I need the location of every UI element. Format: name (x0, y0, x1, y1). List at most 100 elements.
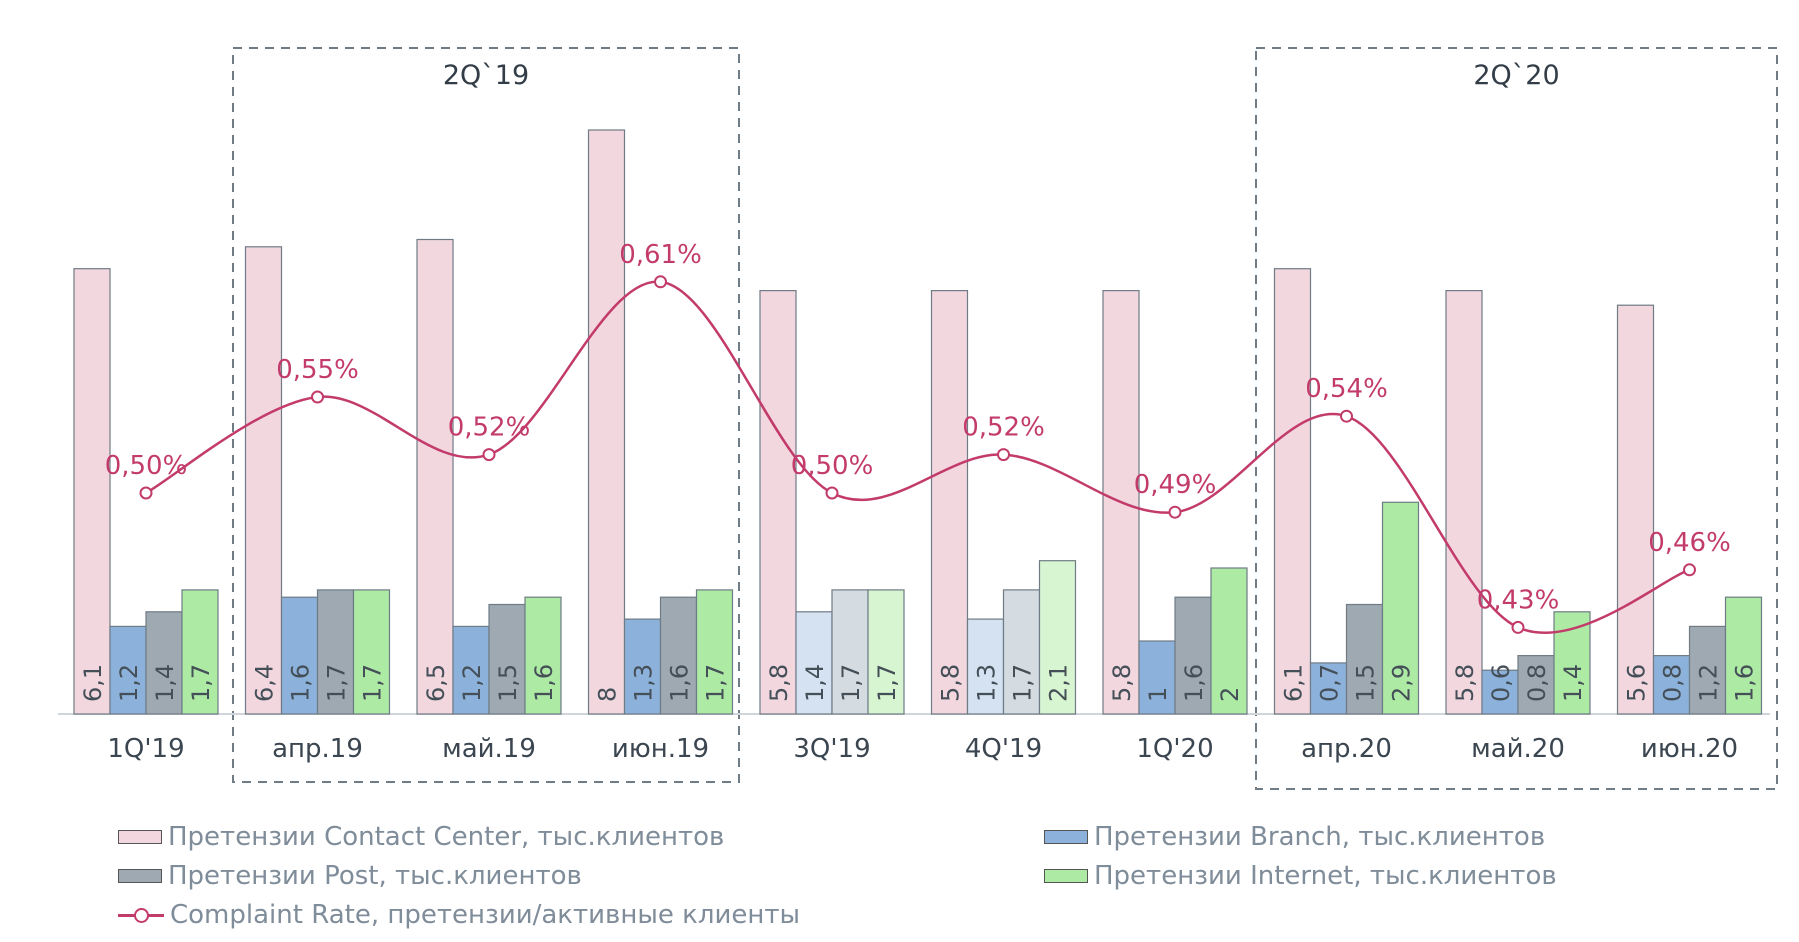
bar-label-июн-20-s1: 0,8 (1659, 664, 1687, 702)
bar-value-labels: 6,1 1,2 1,4 1,7 6,4 1,6 1,7 1,7 6,5 1,2 1,5 1,6 8 1,3… (79, 664, 1759, 702)
bar-1q-20-s2 (1174, 596, 1212, 715)
rate-label-1q-19: 0,50% (105, 451, 188, 481)
rate-label-апр-19: 0,55% (276, 355, 359, 385)
bar-1q-19-s1 (109, 625, 147, 715)
bar-май-20-s1 (1481, 669, 1519, 715)
rate-point-3q-19 (825, 486, 839, 500)
bar-4q-19-s3 (1038, 560, 1077, 715)
bar-3q-19-s0 (759, 290, 797, 715)
bar-label-апр-20-s0: 6,1 (1280, 664, 1308, 702)
legend-item-contact-center: Претензии Contact Center, тыс.клиентов (118, 822, 724, 852)
legend-swatch-internet (1044, 869, 1088, 883)
x-tick-июн-19: июн.19 (612, 734, 709, 764)
rate-point-1q-19 (139, 486, 153, 500)
group-frame-1 (1255, 47, 1778, 790)
bar-июн-20-s2 (1688, 625, 1727, 715)
x-tick-май-20: май.20 (1471, 734, 1565, 764)
bar-label-3q-19-s3: 1,7 (873, 664, 901, 702)
bar-label-4q-19-s0: 5,8 (937, 664, 965, 702)
legend-swatch-contact-center (118, 830, 162, 844)
bar-label-апр-19-s3: 1,7 (359, 664, 387, 702)
bar-апр-19-s0 (244, 246, 283, 715)
bar-label-май-20-s0: 5,8 (1451, 664, 1479, 702)
group-frames: 2Q`19 2Q`20 (232, 47, 1778, 790)
bar-label-апр-20-s1: 0,7 (1316, 664, 1344, 702)
bar-1q-20-s1 (1138, 640, 1176, 715)
complaint-rate-path (145, 280, 1690, 634)
rate-label-4q-19: 0,52% (962, 413, 1045, 443)
bar-label-июн-19-s3: 1,7 (702, 664, 730, 702)
bar-label-3q-19-s1: 1,4 (801, 664, 829, 702)
rate-point-май-19 (482, 448, 496, 462)
x-tick-1q-19: 1Q'19 (107, 734, 184, 764)
rate-label-май-20: 0,43% (1477, 585, 1560, 615)
bar-label-1q-20-s0: 5,8 (1108, 664, 1136, 702)
bar-label-1q-20-s3: 2 (1216, 687, 1244, 702)
x-tick-май-19: май.19 (442, 734, 536, 764)
bar-label-май-20-s2: 0,8 (1523, 664, 1551, 702)
bar-label-1q-19-s2: 1,4 (151, 664, 179, 702)
rate-label-май-19: 0,52% (448, 413, 531, 443)
bar-label-3q-19-s0: 5,8 (765, 664, 793, 702)
bar-4q-19-s1 (966, 618, 1005, 715)
legend-swatch-post (118, 869, 162, 883)
bar-label-май-19-s1: 1,2 (458, 664, 486, 702)
bar-1q-19-s3 (181, 589, 219, 715)
rate-point-июн-19 (654, 275, 667, 289)
group-title-0: 2Q`19 (443, 60, 529, 91)
bar-май-19-s1 (452, 625, 490, 715)
bar-label-1q-19-s0: 6,1 (79, 664, 107, 702)
legend-item-complaint-rate: Complaint Rate, претензии/активные клиен… (118, 900, 800, 930)
rate-point-июн-20 (1683, 563, 1696, 577)
bar-апр-19-s3 (352, 589, 391, 715)
bar-4q-19-s0 (930, 290, 969, 715)
bar-label-май-19-s0: 6,5 (422, 664, 450, 702)
bar-апр-20-s0 (1273, 268, 1312, 715)
x-tick-labels: 1Q'19 апр.19 май.19 июн.19 3Q'19 4Q'19 1Q'20 ап… (107, 734, 1738, 764)
bar-label-1q-20-s1: 1 (1144, 687, 1172, 702)
group-frame-0 (232, 47, 740, 783)
rate-label-3q-19: 0,50% (791, 451, 874, 481)
bar-июн-19-s1 (623, 618, 662, 715)
legend-item-internet: Претензии Internet, тыс.клиентов (1044, 861, 1557, 891)
legend-label-contact-center: Претензии Contact Center, тыс.клиентов (168, 822, 725, 852)
x-tick-апр-19: апр.19 (272, 734, 363, 764)
rate-label-апр-20: 0,54% (1305, 374, 1388, 404)
bar-июн-20-s3 (1724, 596, 1763, 715)
bar-label-апр-19-s2: 1,7 (323, 664, 351, 702)
bar-label-май-20-s1: 0,6 (1487, 664, 1515, 702)
bar-июн-19-s2 (659, 596, 698, 715)
bar-1q-20-s3 (1210, 567, 1248, 715)
complaint-rate-line: 0,50% 0,55% 0,52% 0,61% 0,50% 0,52% 0,49% 0,54%… (105, 240, 1731, 634)
bar-label-1q-19-s1: 1,2 (115, 664, 143, 702)
bar-май-19-s0 (416, 238, 454, 715)
bar-label-май-19-s2: 1,5 (494, 664, 522, 702)
bar-label-июн-19-s2: 1,6 (666, 664, 694, 702)
legend-label-complaint-rate: Complaint Rate, претензии/активные клиен… (170, 900, 801, 930)
bar-3q-19-s3 (867, 589, 905, 715)
bar-label-апр-20-s2: 1,5 (1352, 664, 1380, 702)
rate-label-июн-19: 0,61% (619, 240, 702, 270)
legend-item-post: Претензии Post, тыс.клиентов (118, 861, 582, 891)
legend-swatch-branch (1044, 830, 1088, 844)
bar-label-1q-19-s3: 1,7 (187, 664, 215, 702)
bar-label-май-20-s3: 1,4 (1559, 664, 1587, 702)
bar-май-20-s0 (1445, 290, 1483, 715)
bar-1q-19-s0 (73, 268, 111, 715)
bar-label-июн-19-s0: 8 (594, 687, 622, 702)
legend-item-branch: Претензии Branch, тыс.клиентов (1044, 822, 1545, 852)
legend-swatch-complaint-rate (118, 907, 164, 923)
bar-label-июн-20-s3: 1,6 (1731, 664, 1759, 702)
rate-point-апр-19 (311, 390, 324, 404)
bar-label-июн-19-s1: 1,3 (630, 664, 658, 702)
rate-point-апр-20 (1340, 409, 1353, 423)
x-tick-3q-19: 3Q'19 (793, 734, 870, 764)
bar-апр-20-s3 (1381, 501, 1420, 715)
x-tick-4q-19: 4Q'19 (965, 734, 1042, 764)
bar-label-июн-20-s0: 5,6 (1623, 664, 1651, 702)
group-title-1: 2Q`20 (1473, 60, 1559, 91)
bar-label-4q-19-s1: 1,3 (973, 664, 1001, 702)
x-tick-1q-20: 1Q'20 (1136, 734, 1213, 764)
bar-label-4q-19-s3: 2,1 (1045, 664, 1073, 702)
